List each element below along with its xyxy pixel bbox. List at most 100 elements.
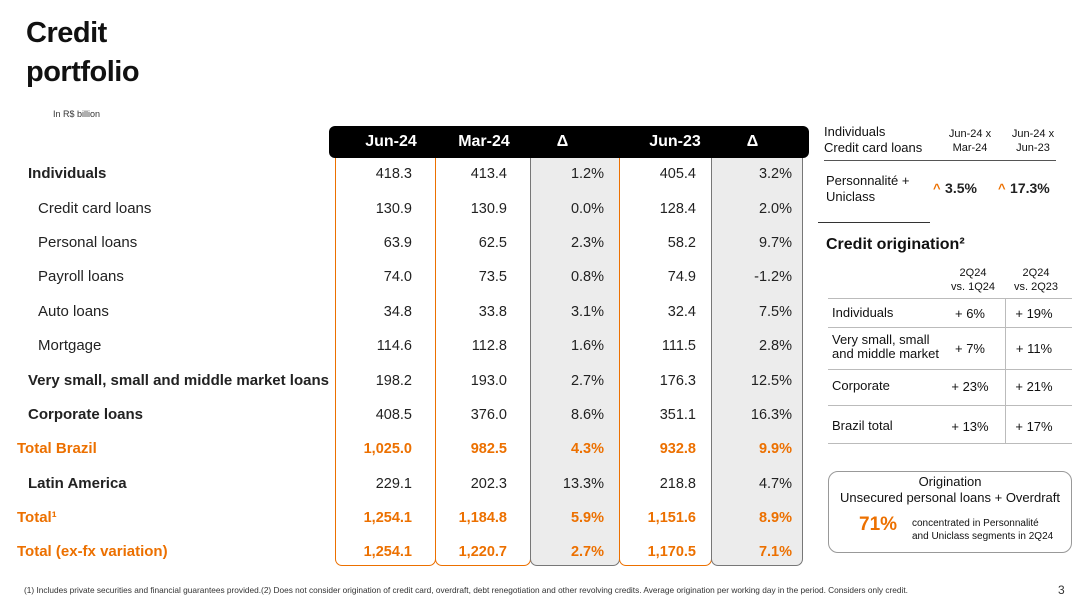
table-cell: 2.7%	[570, 544, 604, 560]
origination-val1: + 7%	[955, 341, 985, 356]
table-cell: 932.8	[659, 441, 696, 457]
cc-col1-header: Jun-24 x Mar-24	[948, 128, 992, 154]
table-cell: 34.8	[383, 304, 412, 320]
table-cell: 3.1%	[570, 304, 604, 320]
row-label: Individuals	[28, 165, 107, 182]
row-label: Auto loans	[38, 303, 109, 320]
table-cell: 1.2%	[570, 166, 604, 182]
origination-val2: + 11%	[1015, 341, 1053, 356]
table-cell: 8.9%	[758, 510, 792, 526]
footnote: (1) Includes private securities and fina…	[24, 585, 908, 595]
table-cell: 58.2	[667, 235, 696, 251]
divider	[828, 405, 1072, 406]
table-cell: 2.7%	[570, 373, 604, 389]
page-number: 3	[1058, 583, 1065, 597]
table-cell: 128.4	[659, 201, 696, 217]
header-delta2: Δ	[746, 133, 759, 150]
table-cell: 74.0	[383, 269, 412, 285]
row-label: Mortgage	[38, 337, 102, 354]
table-cell: 1,170.5	[647, 544, 696, 560]
table-cell: 198.2	[375, 373, 412, 389]
table-cell: 2.3%	[570, 235, 604, 251]
origination-box: Origination Unsecured personal loans + O…	[828, 471, 1072, 553]
table-cell: 7.5%	[758, 304, 792, 320]
origination-val2: + 19%	[1015, 306, 1053, 321]
table-cell: 413.4	[470, 166, 507, 182]
divider	[828, 327, 1072, 328]
up-arrow-icon: ^	[933, 181, 941, 196]
row-label: Credit card loans	[38, 200, 152, 217]
table-cell: 62.5	[478, 235, 507, 251]
row-label: Total Brazil	[17, 440, 97, 457]
divider	[828, 369, 1072, 370]
row-label: Total (ex-fx variation)	[17, 543, 168, 560]
orig-col2-header: 2Q24 vs. 2Q23	[1013, 267, 1059, 293]
table-cell: 4.3%	[570, 441, 604, 457]
origination-row-label: Very small, small and middle market	[832, 332, 939, 361]
table-cell: 376.0	[470, 407, 507, 423]
table-cell: 229.1	[375, 476, 412, 492]
orig-box-pct: 71%	[859, 514, 898, 535]
table-cell: 1.6%	[570, 338, 604, 354]
row-label: Payroll loans	[38, 268, 124, 285]
cc-panel-title: Individuals Credit card loans	[824, 124, 923, 155]
table-cell: 63.9	[383, 235, 412, 251]
table-cell: 1,254.1	[363, 510, 412, 526]
header-delta1: Δ	[556, 133, 569, 150]
cc-col2-header: Jun-24 x Jun-23	[1011, 128, 1055, 154]
table-cell: -1.2%	[754, 269, 792, 285]
table-cell: 111.5	[661, 338, 696, 354]
table-cell: 2.8%	[758, 338, 792, 354]
origination-row-label: Brazil total	[832, 418, 893, 433]
table-cell: 2.0%	[758, 201, 792, 217]
row-label: Personal loans	[38, 234, 138, 251]
table-cell: 114.6	[376, 338, 412, 354]
table-cell: 1,220.7	[458, 544, 507, 560]
origination-title: Credit origination²	[826, 236, 965, 253]
table-cell: 176.3	[659, 373, 696, 389]
origination-val2: + 21%	[1015, 379, 1053, 394]
table-cell: 9.7%	[758, 235, 792, 251]
page-title: Credit portfolio	[26, 17, 140, 88]
unit-label: In R$ billion	[53, 109, 101, 119]
row-label: Corporate loans	[28, 406, 144, 423]
table-cell: 9.9%	[758, 441, 792, 457]
origination-row-label: Individuals	[832, 305, 894, 320]
origination-val1: + 6%	[955, 306, 985, 321]
table-cell: 33.8	[478, 304, 507, 320]
row-label: Latin America	[28, 475, 127, 492]
table-cell: 1,184.8	[458, 510, 507, 526]
cc-row-label: Personnalité + Uniclass	[826, 173, 910, 204]
table-cell: 218.8	[659, 476, 696, 492]
divider	[828, 443, 1072, 444]
orig-box-desc: concentrated in Personnalité and Uniclas…	[912, 518, 1054, 542]
table-cell: 73.5	[478, 269, 507, 285]
origination-val2: + 17%	[1015, 419, 1053, 434]
table-cell: 130.9	[375, 201, 412, 217]
origination-val1: + 13%	[951, 419, 989, 434]
orig-box-title: Origination Unsecured personal loans + O…	[839, 474, 1061, 505]
table-cell: 351.1	[659, 407, 696, 423]
table-cell: 130.9	[470, 201, 507, 217]
cc-val1: ^ 3.5%	[933, 180, 977, 196]
table-cell: 405.4	[659, 166, 696, 182]
origination-val1: + 23%	[951, 379, 989, 394]
table-cell: 982.5	[470, 441, 507, 457]
table-cell: 202.3	[470, 476, 507, 492]
table-cell: 4.7%	[758, 476, 792, 492]
table-cell: 32.4	[667, 304, 696, 320]
up-arrow-icon: ^	[998, 181, 1006, 196]
header-mar24: Mar-24	[458, 133, 510, 150]
header-jun24: Jun-24	[365, 133, 417, 150]
table-cell: 112.8	[471, 338, 507, 354]
table-cell: 74.9	[667, 269, 696, 285]
table-cell: 418.3	[375, 166, 412, 182]
divider	[824, 160, 1056, 161]
divider	[818, 222, 930, 223]
table-header-bar	[329, 126, 809, 158]
table-cell: 16.3%	[750, 407, 792, 423]
table-cell: 0.0%	[570, 201, 604, 217]
origination-row-label: Corporate	[832, 378, 890, 393]
table-cell: 8.6%	[570, 407, 604, 423]
table-cell: 0.8%	[570, 269, 604, 285]
